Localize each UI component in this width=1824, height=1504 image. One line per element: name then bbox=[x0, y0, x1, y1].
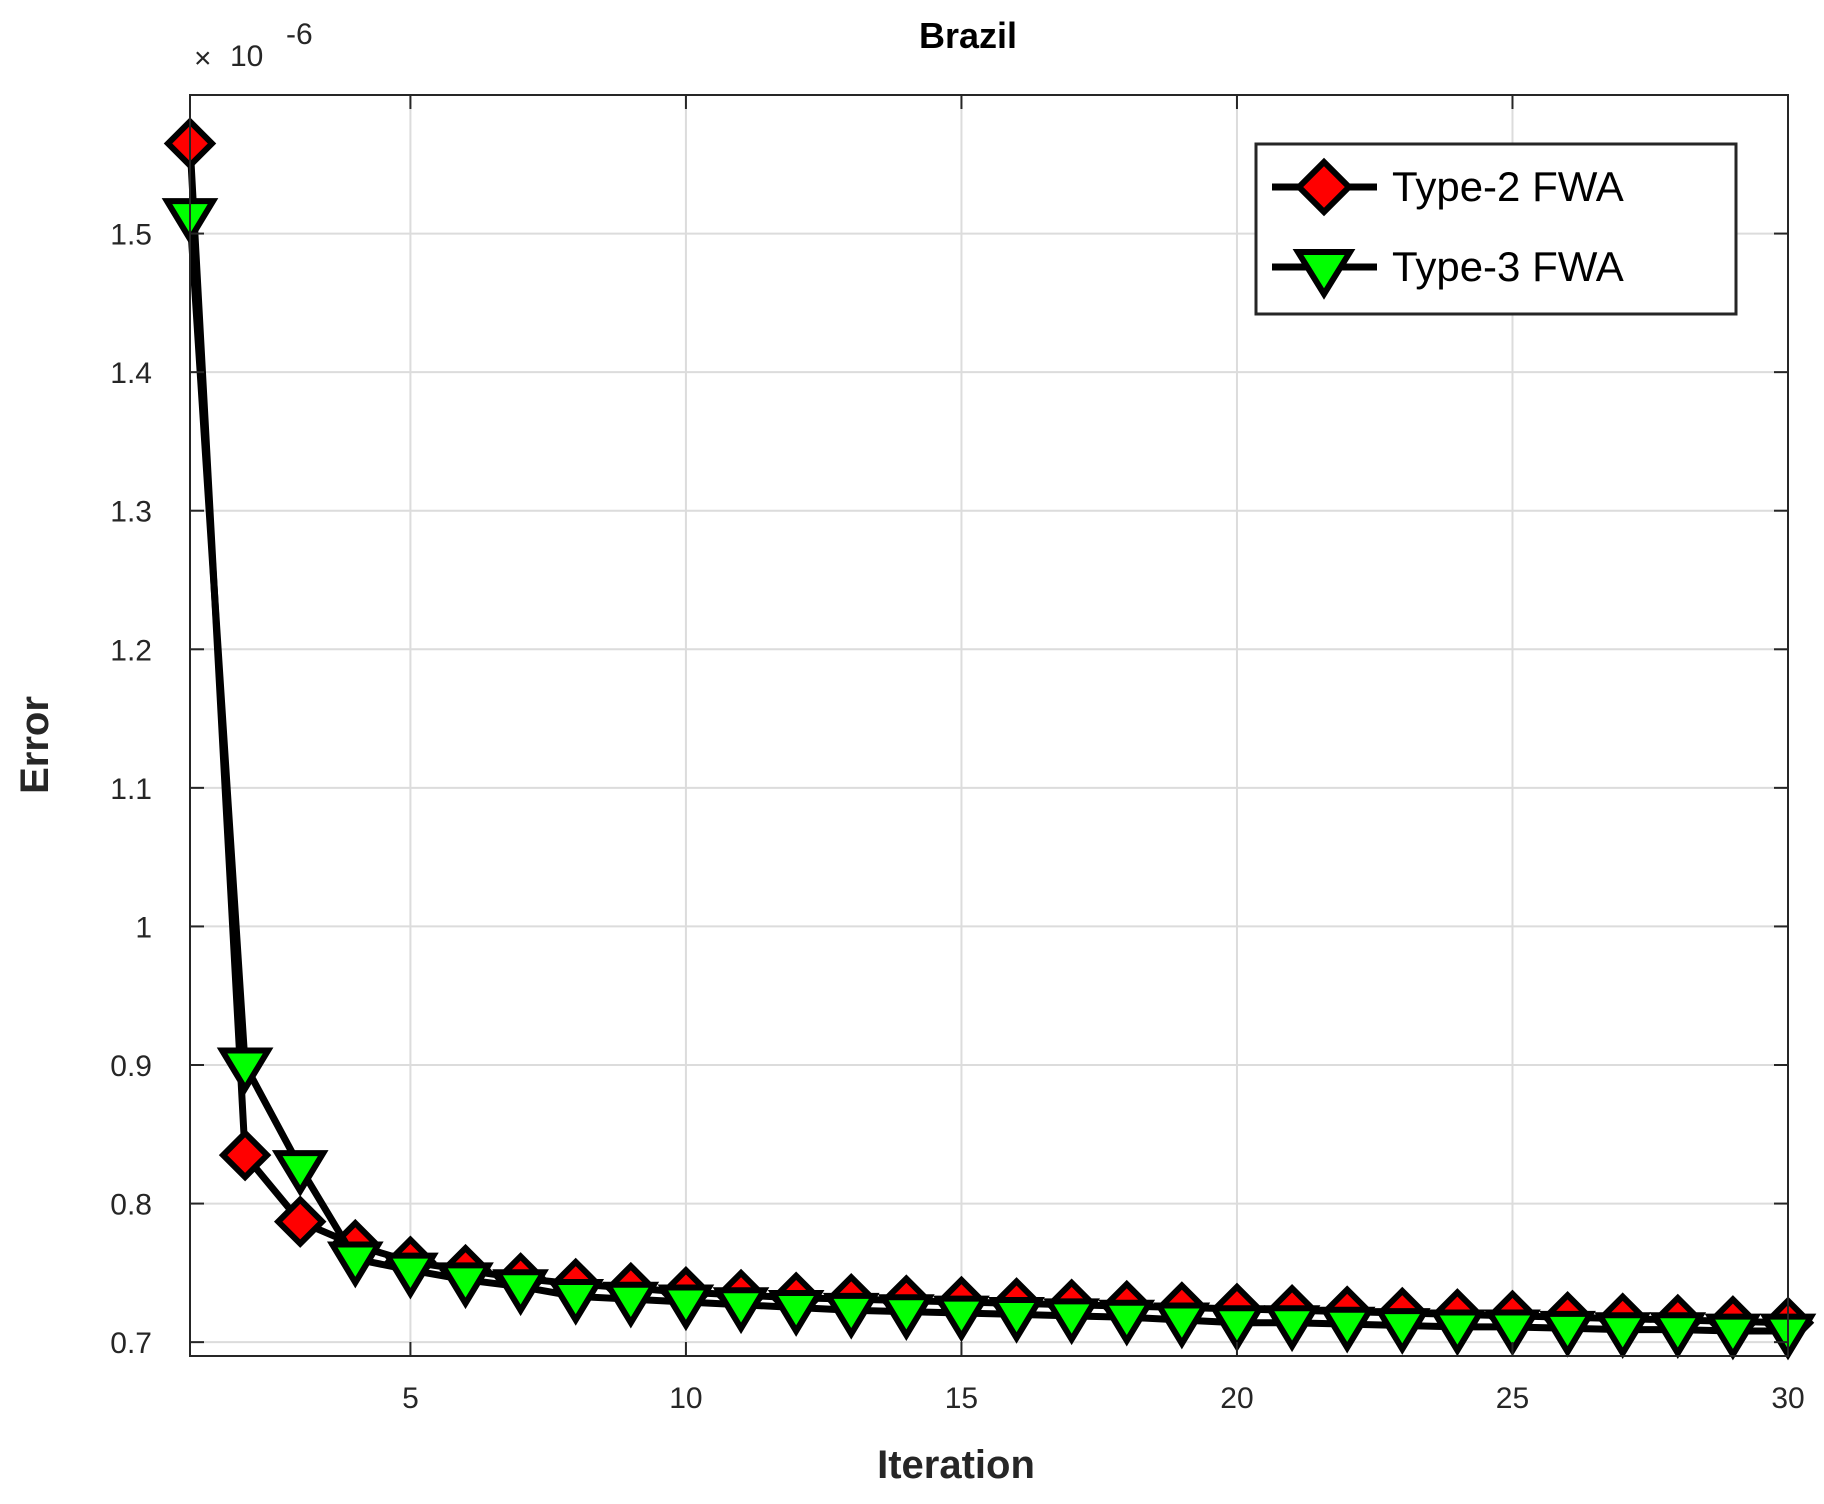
exponent-power: -6 bbox=[286, 18, 313, 51]
x-tick-label: 10 bbox=[669, 1382, 702, 1415]
y-tick-label: 0.7 bbox=[110, 1327, 152, 1360]
y-tick-label: 1.4 bbox=[110, 357, 152, 390]
x-tick-label: 25 bbox=[1496, 1382, 1529, 1415]
data-point-triangle bbox=[1539, 1310, 1596, 1358]
chart-title: Brazil bbox=[919, 15, 1017, 56]
data-point-triangle bbox=[1429, 1309, 1486, 1357]
y-tick-label: 1.5 bbox=[110, 219, 152, 252]
y-axis-label: Error bbox=[13, 696, 57, 794]
y-tick-label: 1.3 bbox=[110, 496, 152, 529]
y-tick-label: 1.1 bbox=[110, 773, 152, 806]
multiply-sign: × bbox=[194, 42, 212, 75]
data-point-triangle bbox=[1594, 1312, 1652, 1360]
plot-frame bbox=[189, 94, 1789, 1357]
data-point-triangle bbox=[1484, 1309, 1541, 1357]
data-point-triangle bbox=[1373, 1308, 1431, 1355]
data-point-diamond bbox=[218, 1128, 272, 1182]
data-point-triangle bbox=[382, 1252, 439, 1300]
y-tick-label: 0.8 bbox=[110, 1189, 152, 1222]
data-point-triangle bbox=[878, 1294, 935, 1342]
axis-ticks: 5 10 15 20 25 30 0.7 0.8 0.9 1 1.1 1.2 1.3 1.4 1.5 bbox=[110, 95, 1805, 1415]
legend-triangle-marker bbox=[1292, 249, 1356, 300]
y-tick-label: 1.2 bbox=[110, 634, 152, 667]
data-point-triangle bbox=[326, 1241, 384, 1289]
x-tick-label: 20 bbox=[1220, 1382, 1253, 1415]
data-point-triangle bbox=[1649, 1312, 1707, 1360]
data-point-triangle bbox=[933, 1295, 990, 1343]
y-tick-label: 0.9 bbox=[110, 1050, 152, 1083]
legend-label-type2: Type-2 FWA bbox=[1392, 163, 1624, 210]
data-point-triangle bbox=[822, 1292, 880, 1340]
legend-diamond-marker bbox=[1294, 157, 1354, 217]
legend-label-type3: Type-3 FWA bbox=[1392, 243, 1624, 290]
data-point-triangle bbox=[1263, 1305, 1321, 1353]
legend: Type-2 FWA Type-3 FWA bbox=[1254, 142, 1738, 316]
data-point-triangle bbox=[657, 1284, 715, 1332]
data-point-triangle bbox=[492, 1269, 549, 1317]
x-axis-label: Iteration bbox=[877, 1443, 1035, 1487]
data-point-triangle bbox=[1098, 1299, 1156, 1347]
exponent-base: 10 bbox=[230, 40, 263, 73]
data-point-triangle bbox=[271, 1150, 329, 1197]
series-layer bbox=[161, 117, 1817, 1361]
data-point-triangle bbox=[1704, 1313, 1762, 1361]
x-tick-label: 15 bbox=[945, 1382, 978, 1415]
data-point-triangle bbox=[1043, 1298, 1100, 1346]
data-point-triangle bbox=[1153, 1302, 1211, 1350]
y-tick-label: 1 bbox=[135, 911, 152, 944]
data-point-triangle bbox=[547, 1278, 605, 1326]
x-tick-label: 30 bbox=[1771, 1382, 1804, 1415]
data-point-triangle bbox=[767, 1290, 825, 1337]
data-point-diamond bbox=[273, 1195, 327, 1248]
data-point-triangle bbox=[988, 1296, 1045, 1344]
legend-item-type2: Type-2 FWA bbox=[1272, 157, 1624, 217]
legend-item-type3: Type-3 FWA bbox=[1272, 243, 1624, 300]
y-exponent-label: × 10 -6 bbox=[194, 18, 313, 75]
data-point-triangle bbox=[1208, 1305, 1266, 1353]
data-point-triangle bbox=[712, 1287, 770, 1335]
data-point-triangle bbox=[1318, 1306, 1376, 1354]
data-point-triangle bbox=[216, 1047, 274, 1095]
x-tick-label: 5 bbox=[402, 1382, 419, 1415]
data-point-triangle bbox=[602, 1281, 660, 1329]
data-point-triangle bbox=[437, 1262, 494, 1310]
